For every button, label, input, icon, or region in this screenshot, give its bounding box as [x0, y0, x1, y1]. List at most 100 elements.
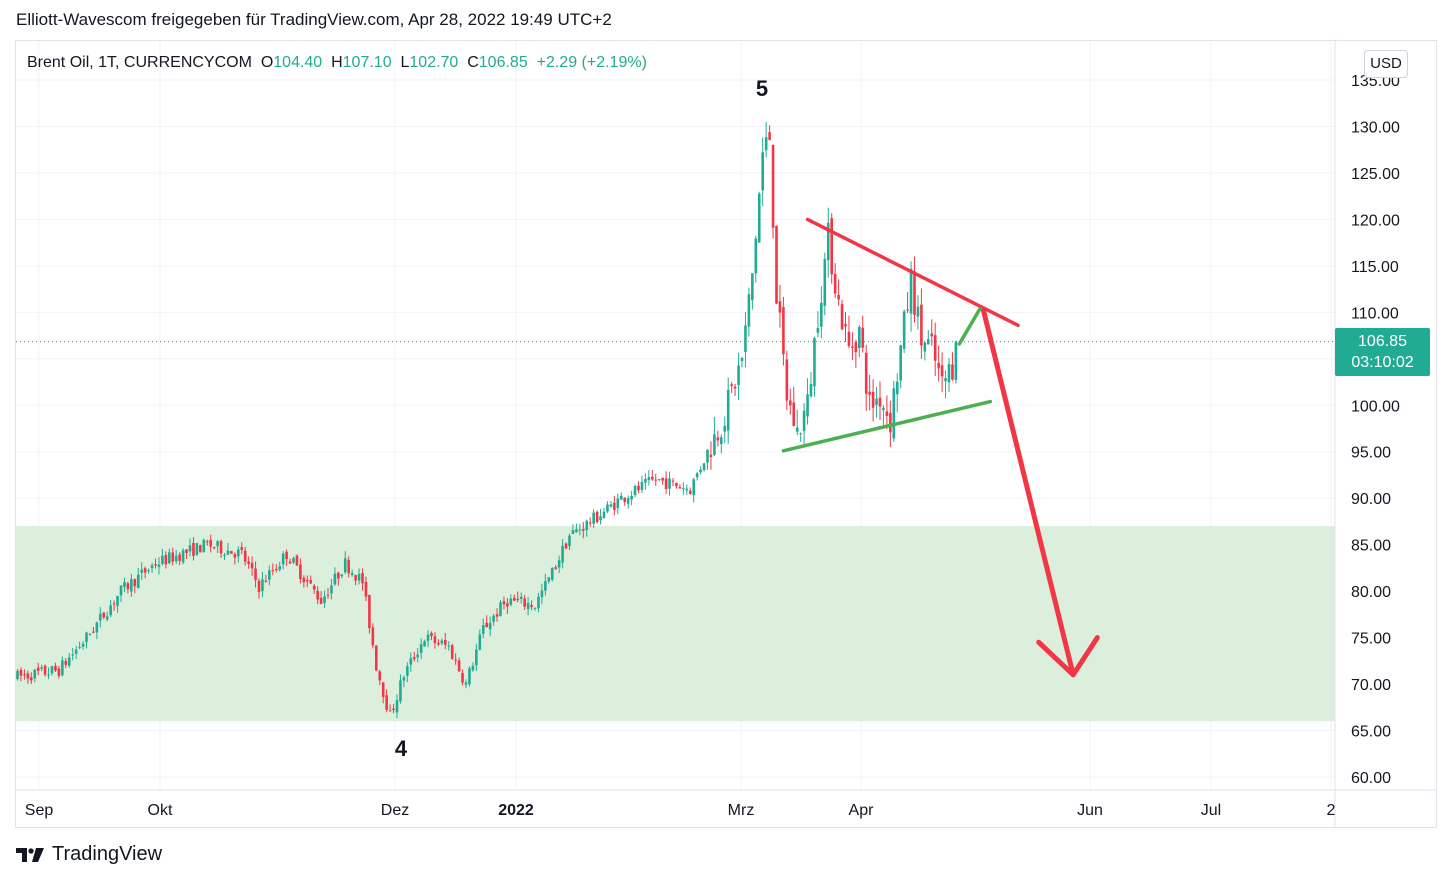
candle-body: [616, 498, 620, 508]
candle-body: [78, 647, 81, 649]
chart-frame[interactable]: [15, 40, 1437, 828]
candle-body: [806, 394, 809, 417]
candle-body: [319, 597, 323, 604]
candle-body: [136, 574, 140, 589]
candle-body: [688, 490, 692, 495]
candle-body: [254, 568, 257, 581]
price-tick-label: 100.00: [1351, 398, 1400, 415]
candle-body: [709, 454, 713, 458]
candle-body: [751, 273, 754, 301]
candle-body: [544, 581, 547, 591]
candles: [16, 121, 958, 719]
candle-body: [271, 570, 275, 572]
candle-body: [357, 573, 361, 581]
candle-body: [264, 580, 268, 582]
candle-body: [947, 363, 951, 383]
candle-body: [119, 585, 123, 596]
candle-body: [757, 193, 761, 243]
candle-body: [495, 614, 499, 617]
candle-body: [478, 634, 482, 650]
legend-change: +2.29 (+2.19%): [536, 54, 647, 71]
candle-body: [168, 552, 171, 564]
candle-body: [71, 654, 74, 656]
resistance-trendline: [805, 217, 1020, 328]
candle-body: [257, 580, 261, 593]
projection-arrowhead: [1036, 635, 1100, 678]
candle-body: [433, 636, 437, 644]
candle-body: [64, 660, 68, 665]
candle-body: [471, 665, 475, 671]
candle-body: [316, 590, 319, 600]
candle-body: [23, 674, 26, 676]
candle-body: [920, 304, 923, 346]
currency-button[interactable]: USD: [1364, 50, 1408, 78]
candle-body: [771, 145, 775, 228]
time-tick-label: Apr: [849, 802, 875, 819]
candle-body: [585, 520, 589, 531]
candle-body: [923, 342, 927, 352]
candle-body: [523, 598, 526, 607]
candle-body: [381, 682, 385, 698]
candle-body: [695, 473, 699, 478]
projection-arrow: [981, 307, 1076, 678]
candle-body: [927, 339, 930, 345]
candle-body: [747, 294, 751, 327]
candle-body: [723, 425, 727, 432]
candle-body: [423, 641, 426, 647]
tradingview-logo[interactable]: TradingView: [16, 843, 162, 866]
candle-body: [92, 631, 95, 633]
price-tick-label: 90.00: [1351, 491, 1391, 508]
candle-body: [557, 560, 561, 568]
candle-body: [278, 566, 281, 570]
candle-body: [19, 669, 23, 676]
price-tick-label: 95.00: [1351, 445, 1391, 462]
candle-body: [699, 469, 702, 473]
candle-body: [785, 359, 789, 401]
candle-body: [95, 622, 99, 633]
candle-body: [395, 700, 399, 713]
candle-body: [247, 561, 250, 565]
candle-body: [726, 389, 730, 431]
candle-body: [830, 218, 833, 275]
candle-body: [868, 391, 871, 395]
last-price-tag: 106.85 03:10:02: [1335, 328, 1430, 376]
candle-body: [754, 238, 758, 274]
candle-body: [237, 549, 240, 557]
candle-body: [647, 477, 651, 481]
candle-body: [506, 603, 509, 607]
candle-body: [882, 407, 885, 411]
candle-body: [440, 640, 444, 644]
candle-body: [833, 273, 837, 294]
candle-body: [219, 541, 223, 554]
drawings: [781, 217, 1100, 678]
candle-body: [675, 482, 678, 487]
legend-low: 102.70: [409, 54, 459, 71]
candle-body: [33, 669, 37, 679]
candle-body: [823, 259, 827, 306]
candle-body: [826, 222, 830, 261]
candle-body: [720, 437, 723, 445]
candle-body: [385, 695, 388, 710]
candle-body: [230, 550, 233, 554]
candle-body: [488, 622, 492, 630]
candle-body: [292, 557, 295, 563]
candle-body: [657, 479, 661, 481]
candle-body: [174, 555, 178, 562]
candle-body: [343, 558, 347, 573]
candle-body: [402, 677, 406, 681]
price-tick-label: 80.00: [1351, 584, 1391, 601]
candle-body: [185, 549, 188, 554]
candle-body: [533, 607, 537, 609]
candle-body: [885, 411, 889, 416]
legend-close-label: C: [467, 54, 479, 71]
candle-body: [454, 659, 457, 661]
candle-body: [306, 579, 309, 582]
candle-body: [678, 487, 682, 489]
candle-body: [102, 612, 106, 618]
candle-body: [844, 324, 847, 327]
candle-body: [858, 327, 861, 349]
candle-body: [281, 553, 285, 565]
countdown-timer: 03:10:02: [1351, 354, 1414, 371]
candle-body: [737, 365, 740, 385]
